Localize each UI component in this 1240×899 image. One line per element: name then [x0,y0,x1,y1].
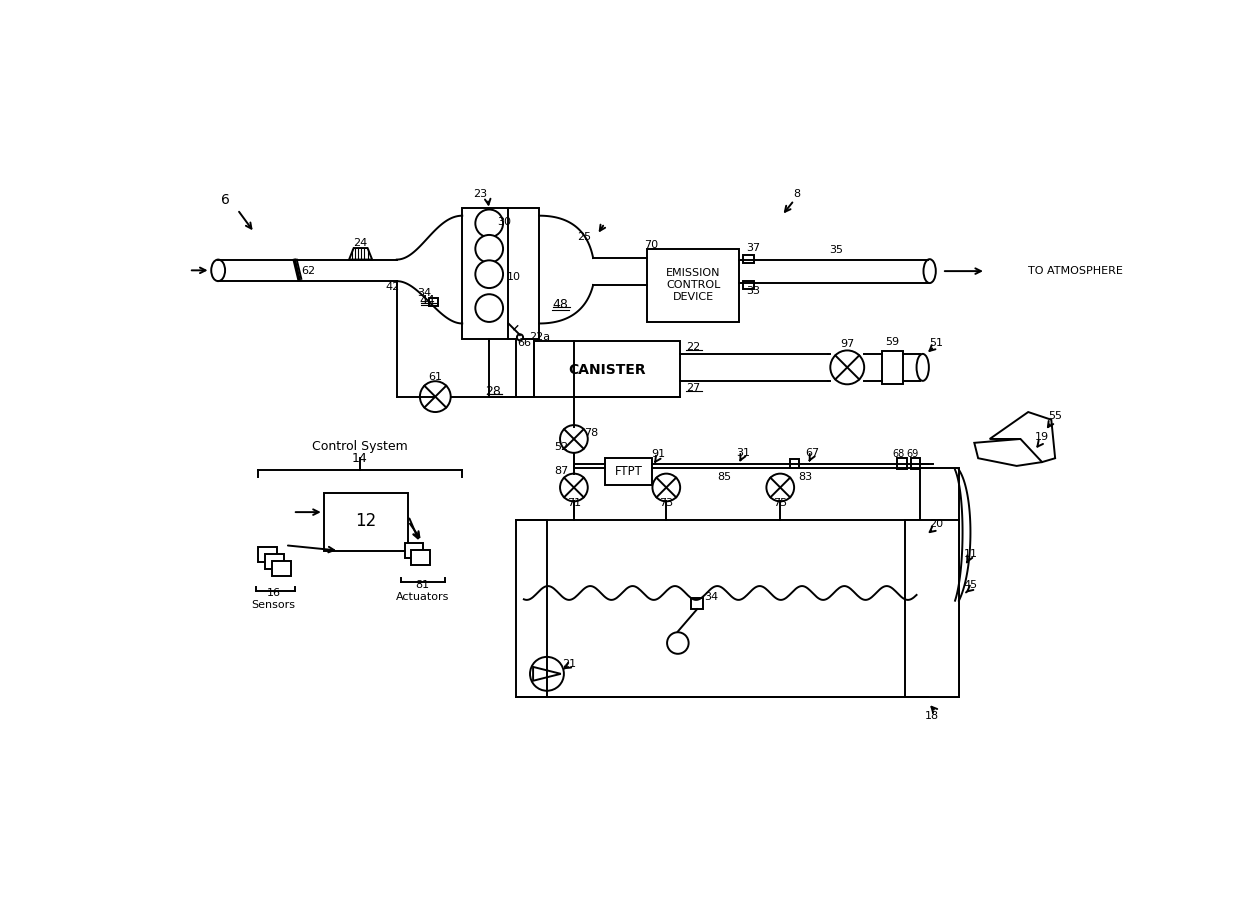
Bar [898,458,906,469]
Bar [324,493,408,550]
Text: 31: 31 [737,448,750,458]
Text: 20: 20 [929,519,942,529]
Bar [516,520,924,697]
Bar [265,554,284,569]
Bar [404,543,423,558]
Circle shape [831,351,864,384]
Text: CANISTER: CANISTER [568,362,646,377]
Text: 22: 22 [686,343,701,352]
Text: 6: 6 [222,193,231,208]
Text: 33: 33 [746,286,760,296]
Text: 35: 35 [828,245,843,255]
Bar [743,255,754,263]
Text: 28: 28 [485,385,501,397]
Text: Sensors: Sensors [252,600,295,610]
Bar [463,208,539,339]
Text: FTPT: FTPT [615,465,642,478]
Text: 8: 8 [794,189,801,199]
Circle shape [517,334,523,341]
Polygon shape [975,439,1044,466]
Polygon shape [533,667,560,681]
Circle shape [475,261,503,288]
Circle shape [560,474,588,502]
Text: 42: 42 [386,281,401,291]
Text: 66: 66 [517,338,532,348]
Text: 34: 34 [417,288,430,298]
Bar [790,459,799,468]
Text: 67: 67 [806,448,820,458]
Bar [272,561,290,576]
Text: 61: 61 [428,372,443,382]
Text: 12: 12 [356,512,377,530]
Text: Control System: Control System [312,441,408,453]
Text: 97: 97 [841,339,854,350]
Bar [691,599,703,610]
Bar [905,520,959,697]
Polygon shape [350,248,372,260]
Circle shape [667,632,688,654]
Text: 22a: 22a [529,333,551,343]
Text: 71: 71 [567,498,582,508]
Text: Actuators: Actuators [396,592,449,601]
Text: 19: 19 [1035,432,1049,442]
Text: 83: 83 [797,473,812,483]
Bar [534,342,681,396]
Text: 69: 69 [906,449,919,458]
Text: EMISSION
CONTROL
DEVICE: EMISSION CONTROL DEVICE [666,269,720,301]
Text: 21: 21 [562,659,577,669]
Text: 70: 70 [644,240,658,250]
Text: 23: 23 [472,189,487,199]
Circle shape [529,657,564,690]
Text: 24: 24 [353,237,368,247]
Text: 81: 81 [415,580,429,591]
Text: 30: 30 [497,217,512,227]
Circle shape [652,474,681,502]
Circle shape [475,209,503,237]
Bar [429,298,439,306]
Circle shape [420,381,450,412]
Text: 14: 14 [352,451,368,465]
Text: 52: 52 [554,441,568,451]
Circle shape [560,425,588,453]
Text: 68: 68 [893,449,905,458]
Text: 48: 48 [552,298,568,311]
Polygon shape [990,412,1055,462]
Bar [882,352,904,384]
Text: 62: 62 [301,266,315,276]
Bar [412,550,430,565]
Bar [258,547,277,562]
Text: 45: 45 [963,580,977,591]
Circle shape [766,474,794,502]
Bar [743,281,754,289]
Text: 25: 25 [577,232,591,242]
Text: 18: 18 [925,711,939,721]
Text: 51: 51 [929,338,942,348]
Text: 78: 78 [584,428,598,438]
Text: 91: 91 [651,450,666,459]
Bar [605,458,652,485]
Text: 34: 34 [704,592,718,601]
Circle shape [475,294,503,322]
Text: 73: 73 [660,498,673,508]
Bar [920,468,959,697]
Text: 85: 85 [717,473,732,483]
Text: 87: 87 [554,467,569,476]
Text: 59: 59 [885,337,900,347]
Text: 44: 44 [419,294,435,307]
Text: 75: 75 [774,498,787,508]
Text: 55: 55 [1048,411,1063,421]
Text: TO ATMOSPHERE: TO ATMOSPHERE [1028,266,1123,276]
Text: 10: 10 [507,272,521,282]
Text: 27: 27 [686,383,701,393]
Text: 37: 37 [746,243,760,253]
Ellipse shape [211,260,226,281]
Text: 11: 11 [963,549,977,559]
Text: 16: 16 [267,588,280,598]
Bar [911,458,920,469]
Circle shape [475,235,503,263]
Ellipse shape [916,354,929,381]
Bar [647,249,739,322]
Ellipse shape [924,259,936,283]
